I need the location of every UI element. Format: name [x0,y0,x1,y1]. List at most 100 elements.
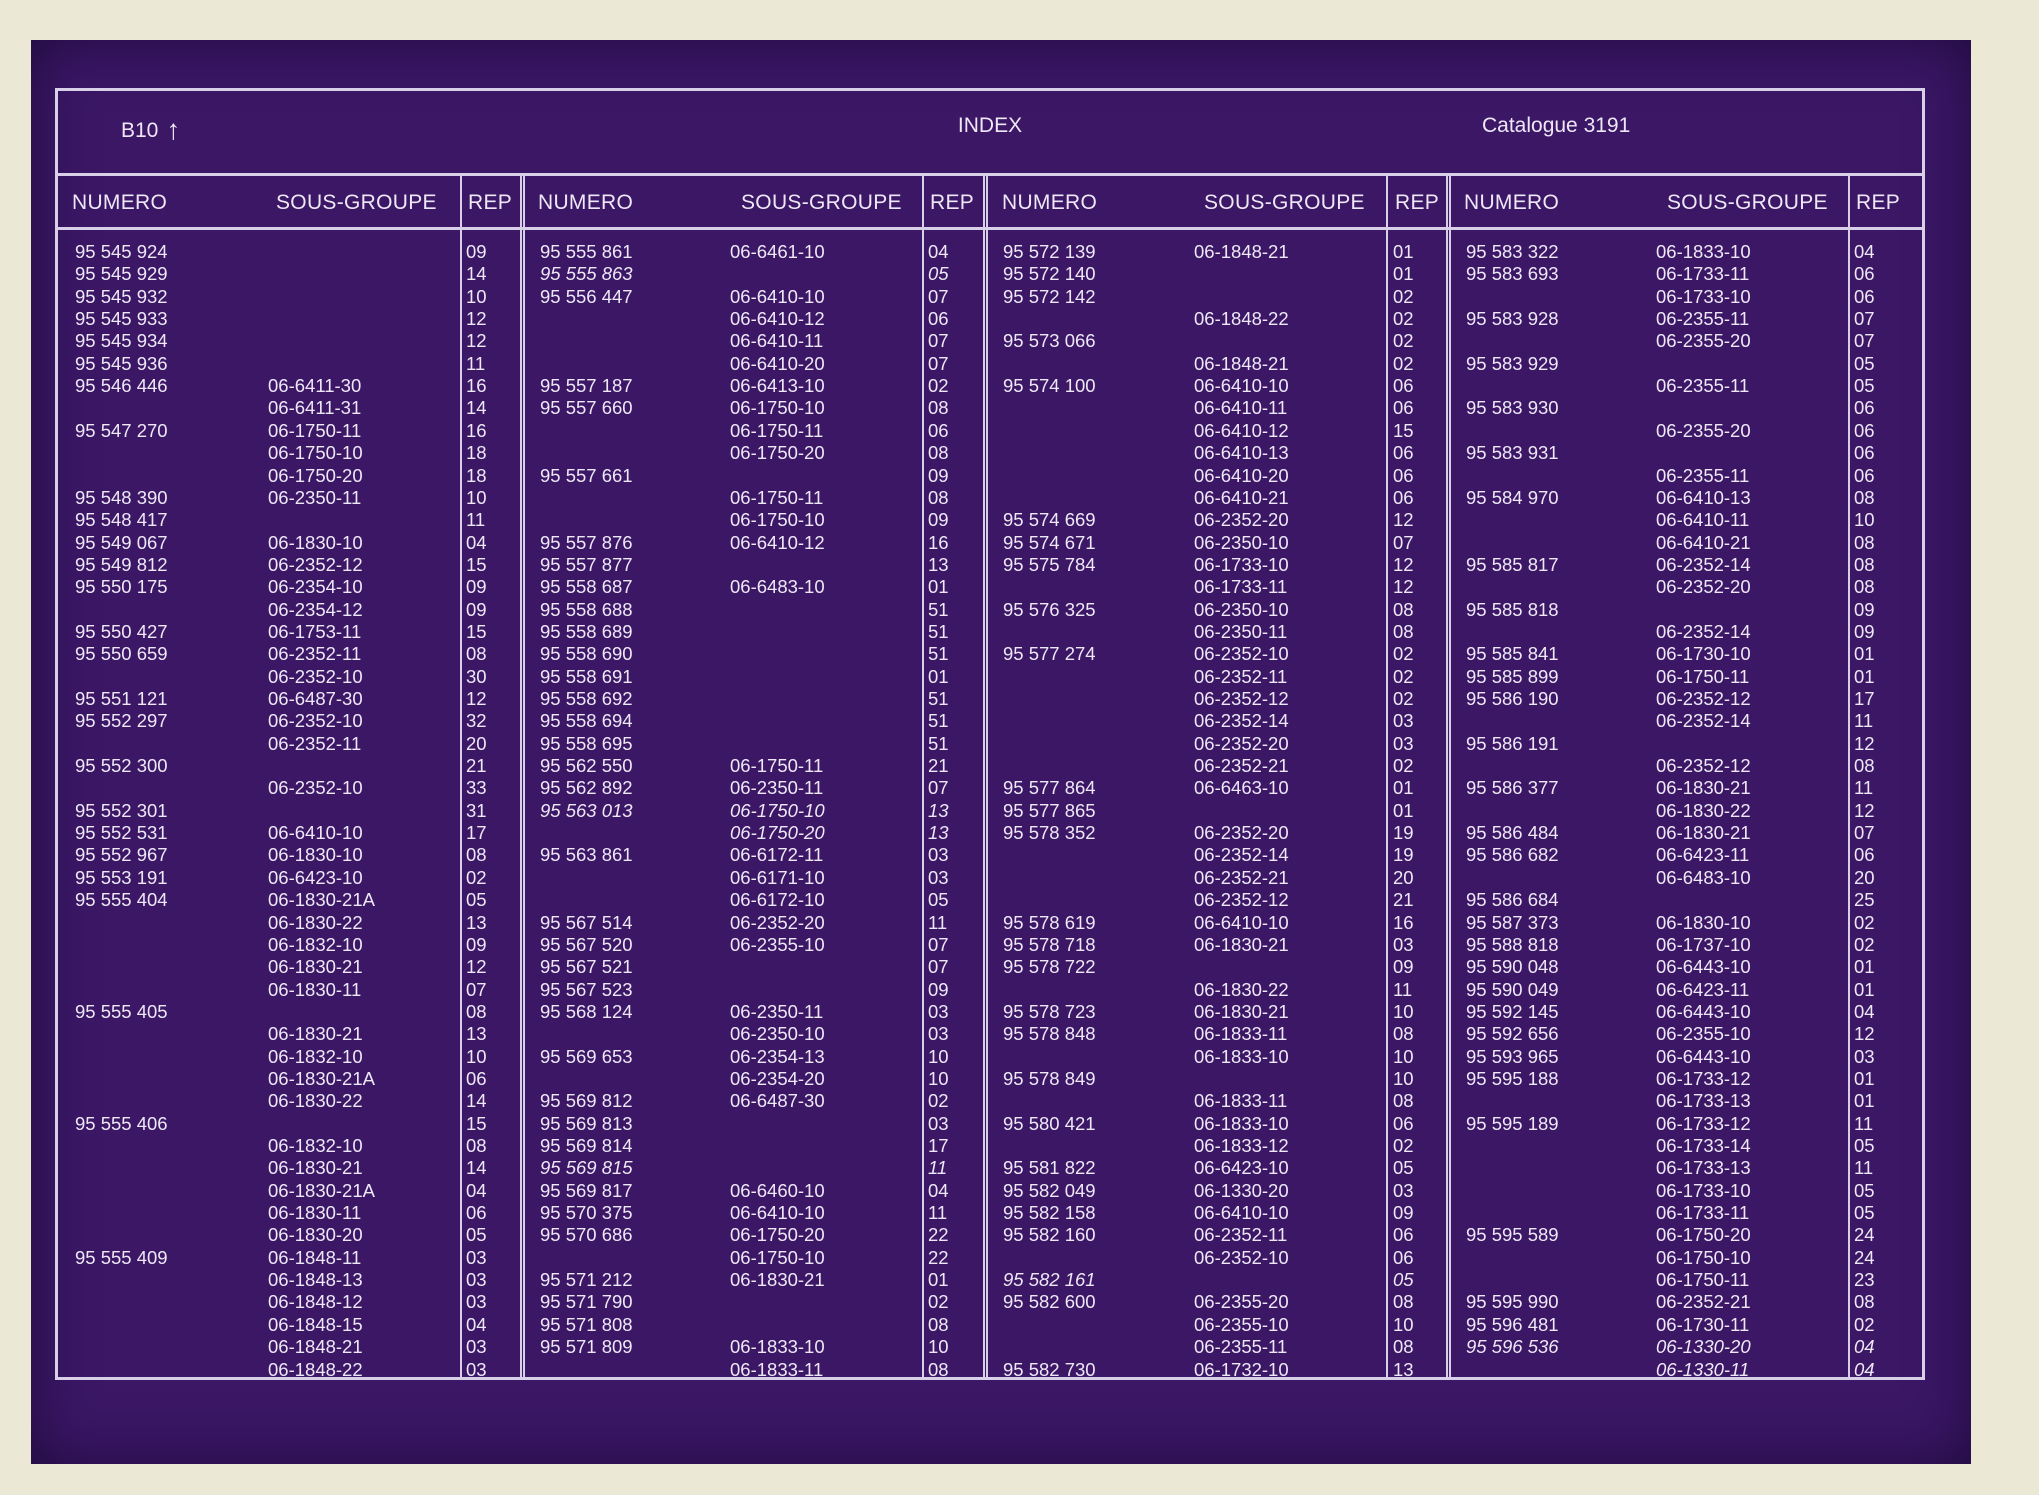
rep-cell: 02 [466,866,487,888]
sous-groupe-cell: 06-1848-21 [1194,352,1289,374]
rep-cell: 24 [1854,1246,1875,1268]
sous-groupe-cell: 06-1848-12 [268,1291,363,1313]
numero-cell: 95 583 693 [1466,263,1559,285]
column-header-rep: REP [930,191,975,214]
rep-cell: 21 [1393,889,1414,911]
sous-groupe-cell: 06-1830-22 [268,911,363,933]
rep-cell: 09 [466,598,487,620]
sous-groupe-cell: 06-1848-13 [268,1269,363,1291]
numero-cell: 95 592 145 [1466,1000,1559,1022]
numero-cell: 95 557 876 [540,531,633,553]
sous-groupe-cell: 06-1750-20 [730,822,825,844]
sous-groupe-cell: 06-2350-11 [268,486,362,508]
numero-cell: 95 573 066 [1003,330,1096,352]
numero-cell: 95 545 924 [75,241,168,262]
column-header-rep: REP [468,191,513,214]
numero-cell: 95 571 790 [540,1291,633,1313]
sous-groupe-cell: 06-1733-11 [1656,263,1750,285]
rep-cell: 06 [1393,464,1414,486]
rep-cell: 07 [1854,308,1875,330]
up-arrow-icon: ↑ [166,114,181,145]
numero-cell: 95 553 191 [75,866,168,888]
numero-cell: 95 555 409 [75,1246,168,1268]
sous-groupe-cell: 06-1750-20 [730,442,825,464]
sous-groupe-cell: 06-6461-10 [730,241,825,262]
numero-cell: 95 582 730 [1003,1358,1096,1380]
sous-groupe-cell: 06-2350-11 [1194,620,1288,642]
rep-cell: 16 [466,375,487,397]
numero-cell: 95 575 784 [1003,553,1096,575]
numero-cell: 95 595 189 [1466,1112,1559,1134]
rep-cell: 02 [1854,911,1875,933]
sous-groupe-cell: 06-6410-12 [1194,419,1289,441]
sous-groupe-cell: 06-1833-12 [1194,1135,1289,1156]
sous-groupe-cell: 06-1830-21A [268,889,375,911]
sous-groupe-cell: 06-6410-13 [1656,486,1751,508]
sous-groupe-cell: 06-1733-10 [1656,1179,1751,1201]
numero-cell: 95 557 877 [540,553,633,575]
column-group-divider [520,176,525,1380]
sous-groupe-cell: 06-1833-10 [730,1336,825,1358]
numero-cell: 95 582 160 [1003,1224,1096,1246]
rep-cell: 08 [1854,553,1875,575]
rep-cell: 24 [1854,1224,1875,1246]
rep-cell: 33 [466,777,487,799]
rep-cell: 12 [1854,732,1875,754]
rep-cell: 04 [1854,1000,1875,1022]
rep-cell: 31 [466,799,487,821]
numero-cell: 95 570 686 [540,1224,633,1246]
sous-groupe-cell: 06-2354-10 [268,576,363,598]
numero-cell: 95 571 808 [540,1313,633,1335]
rep-cell: 06 [928,308,949,330]
sous-groupe-cell: 06-1753-11 [268,620,362,642]
section-label: B10 ↑ [121,114,180,146]
sous-groupe-cell: 06-2350-11 [730,1000,824,1022]
rep-cell: 08 [466,1135,487,1156]
rep-cell: 04 [466,531,487,553]
rep-cell: 06 [466,1202,487,1224]
rep-cell: 10 [466,486,487,508]
rep-cell: 51 [928,620,949,642]
numero-cell: 95 552 967 [75,844,168,866]
rep-cell: 01 [1393,777,1414,799]
sous-groupe-cell: 06-1830-10 [268,531,363,553]
rep-cell: 12 [466,688,487,709]
rep-cell: 02 [928,1090,949,1112]
rep-cell: 51 [928,710,949,732]
numero-cell: 95 545 932 [75,285,168,307]
numero-cell: 95 562 550 [540,755,633,777]
numero-cell: 95 567 520 [540,933,633,955]
numero-cell: 95 545 934 [75,330,168,352]
numero-cell: 95 545 936 [75,352,168,374]
numero-cell: 95 574 671 [1003,531,1096,553]
rep-cell: 04 [466,1179,487,1201]
rep-cell: 13 [466,911,487,933]
numero-cell: 95 555 863 [540,263,633,285]
rep-cell: 10 [928,1067,949,1089]
numero-cell: 95 570 375 [540,1202,633,1224]
numero-cell: 95 582 161 [1003,1269,1096,1291]
rep-cell: 08 [1854,755,1875,777]
sous-groupe-cell: 06-6410-13 [1194,442,1289,464]
rep-cell: 03 [928,866,949,888]
rep-cell: 10 [1393,1067,1414,1089]
sous-groupe-cell: 06-2355-11 [1194,1336,1288,1358]
numero-cell: 95 586 682 [1466,844,1559,866]
rep-cell: 18 [466,442,487,464]
sous-groupe-cell: 06-6410-10 [268,822,363,844]
numero-cell: 95 551 121 [75,688,168,709]
rep-cell: 01 [1854,665,1875,687]
rep-cell: 32 [466,710,487,732]
rep-cell: 13 [928,553,949,575]
section-code: B10 [121,119,159,142]
rep-cell: 08 [1393,1336,1414,1358]
numero-cell: 95 550 659 [75,643,168,665]
rep-cell: 03 [466,1358,487,1380]
rep-cell: 21 [928,755,949,777]
rep-cell: 06 [1393,486,1414,508]
sous-groupe-cell: 06-1750-11 [1656,1269,1750,1291]
rep-cell: 07 [928,285,949,307]
numero-cell: 95 577 864 [1003,777,1096,799]
rep-cell: 12 [466,308,487,330]
rep-cell: 07 [928,933,949,955]
